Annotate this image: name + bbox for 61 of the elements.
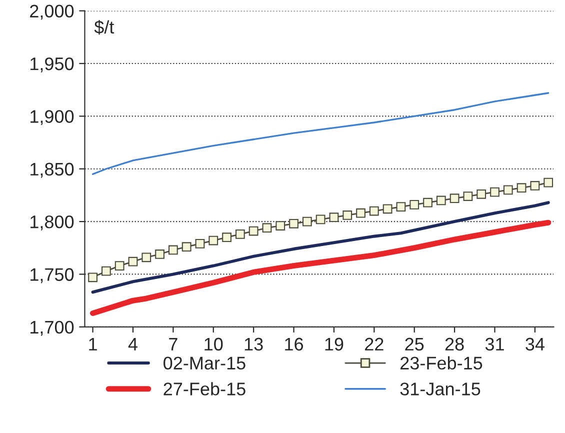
point <box>342 210 352 220</box>
point <box>530 181 540 190</box>
point <box>302 216 312 226</box>
point <box>369 206 379 216</box>
x-tick-label: 4 <box>128 338 138 350</box>
point <box>155 250 164 259</box>
legend-label: 02-Mar-15 <box>164 356 246 370</box>
point <box>490 187 500 197</box>
legend-label: 23-Feb-15 <box>400 356 482 370</box>
point <box>128 256 138 266</box>
y-axis-title: $/t <box>94 20 114 35</box>
point <box>142 252 152 262</box>
point <box>182 242 192 252</box>
point <box>463 192 473 201</box>
x-tick-label: 10 <box>204 338 223 351</box>
point <box>516 183 526 193</box>
point <box>102 266 111 276</box>
point <box>544 178 554 188</box>
point <box>356 208 366 218</box>
point <box>476 189 486 199</box>
point <box>88 272 98 282</box>
y-tick-label: 1,900 <box>30 110 74 126</box>
y-tick-label: 1,950 <box>30 57 74 72</box>
x-tick-label: 25 <box>405 338 424 351</box>
point <box>423 198 432 208</box>
y-tick-label: 1,700 <box>30 320 74 336</box>
x-tick-label: 31 <box>485 338 504 351</box>
point <box>222 232 232 242</box>
x-tick-label: 7 <box>169 338 178 350</box>
y-tick-label: 1,750 <box>30 268 74 284</box>
point <box>208 236 218 246</box>
point <box>114 261 124 270</box>
point <box>382 204 392 214</box>
line-series <box>91 201 550 294</box>
point <box>503 185 513 195</box>
legend-label: 27-Feb-15 <box>164 382 246 396</box>
point <box>450 194 460 204</box>
point <box>248 226 258 236</box>
x-tick-label: 16 <box>285 338 304 351</box>
point <box>396 202 406 212</box>
x-tick-label: 34 <box>526 338 544 351</box>
point <box>168 245 178 255</box>
point <box>195 238 205 248</box>
point <box>329 212 339 222</box>
legend-label: 31-Jan-15 <box>400 382 480 396</box>
y-tick-label: 1,800 <box>30 215 74 230</box>
y-tick-label: 1,850 <box>30 162 74 178</box>
point <box>262 223 272 233</box>
x-tick-label: 28 <box>445 338 464 351</box>
point <box>410 200 420 210</box>
x-tick-label: 19 <box>325 338 344 351</box>
point <box>235 230 245 239</box>
x-tick-label: 1 <box>89 338 97 350</box>
line-series <box>92 92 550 175</box>
point <box>276 221 286 230</box>
x-tick-label: 13 <box>244 338 263 351</box>
y-tick-label: 2,000 <box>30 4 74 20</box>
point <box>436 196 446 206</box>
x-tick-label: 22 <box>365 338 384 350</box>
point <box>289 218 298 228</box>
point <box>316 214 326 224</box>
